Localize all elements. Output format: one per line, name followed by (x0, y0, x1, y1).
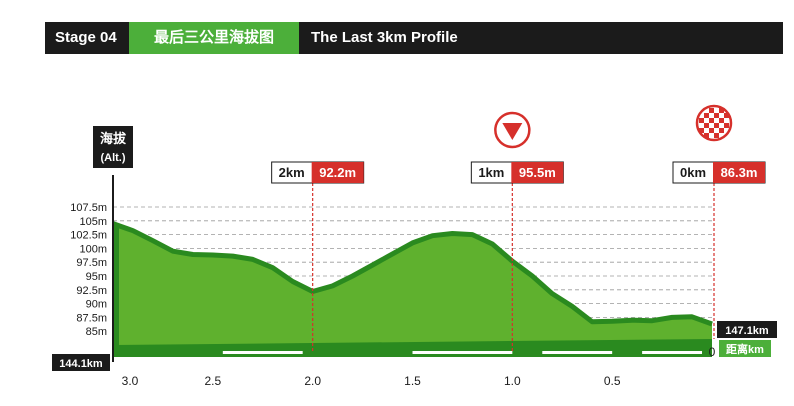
y-tick-label: 92.5m (76, 285, 107, 297)
x-tick-label: 1.0 (504, 374, 521, 388)
finish-flag-icon (704, 113, 709, 118)
finish-flag-icon (699, 128, 704, 133)
header-bar: Stage 04 最后三公里海拔图 The Last 3km Profile (45, 22, 783, 54)
road-segment (412, 351, 513, 354)
x-tick-label: 2.0 (304, 374, 321, 388)
end-distance-box (717, 321, 777, 338)
finish-flag-icon (699, 118, 704, 123)
y-axis-title: 海拔 (100, 131, 127, 146)
x-tick-label: 2.5 (204, 374, 221, 388)
x-tick-label: 0.5 (604, 374, 621, 388)
y-tick-label: 107.5m (70, 202, 107, 214)
finish-flag-icon (714, 113, 719, 118)
title-chinese: 最后三公里海拔图 (129, 22, 299, 54)
title-english: The Last 3km Profile (311, 29, 458, 46)
y-axis-title-box (93, 126, 133, 168)
y-tick-label: 87.5m (76, 312, 107, 324)
marker-alt-label: 95.5m (519, 165, 556, 180)
x-axis-title: 距离km (726, 342, 764, 356)
xlabel-box (719, 340, 771, 357)
y-tick-label: 100m (79, 243, 107, 255)
finish-flag-icon (709, 108, 714, 113)
road-segment (222, 351, 303, 354)
red-triangle-icon (502, 123, 523, 140)
stage-label: Stage 04 (55, 29, 117, 46)
y-tick-label: 95m (86, 271, 107, 283)
profile-ridge (112, 221, 713, 327)
road-segment (642, 351, 703, 354)
start-distance-box (52, 354, 110, 371)
y-axis-unit: (Alt.) (100, 152, 125, 164)
marker-km-label: 2km (279, 165, 305, 180)
marker-km-label: 1km (478, 165, 504, 180)
finish-flag-icon (719, 108, 724, 113)
y-tick-label: 105m (79, 216, 107, 228)
finish-flag-icon (704, 133, 709, 138)
end-distance-label: 147.1km (725, 325, 769, 337)
x-tick-label: 3.0 (122, 374, 139, 388)
marker-alt-box (713, 162, 765, 183)
finish-flag-icon (704, 123, 709, 128)
y-tick-label: 90m (86, 299, 107, 311)
profile-fill (113, 223, 712, 357)
marker-alt-box (311, 162, 364, 183)
finish-flag-icon (714, 133, 719, 138)
x-axis: 144.1km 147.1km 距离km 3.0 2.5 2.0 1.5 1.0 0.5 0 (52, 321, 777, 388)
finish-flag-icon (714, 123, 719, 128)
profile-area (112, 221, 713, 357)
finish-flag-icon (724, 123, 729, 128)
finish-flag-icon (719, 128, 724, 133)
marker-alt-box (511, 162, 564, 183)
km-markers: 2km 92.2m 1km 95.5m 0km 86.3m (271, 104, 766, 351)
profile-wall (113, 223, 119, 357)
finish-flag-icon (709, 118, 714, 123)
road-segment (542, 351, 613, 354)
start-distance-label: 144.1km (59, 358, 103, 370)
marker-km-label: 0km (680, 165, 706, 180)
x-tick-label: 0 (709, 345, 716, 359)
finish-flag-icon (719, 118, 724, 123)
marker-alt-label: 86.3m (721, 165, 758, 180)
finish-flag-icon (709, 128, 714, 133)
marker-alt-label: 92.2m (319, 165, 356, 180)
y-tick-label: 97.5m (76, 257, 107, 269)
finish-flag-icon (724, 113, 729, 118)
y-tick-label: 102.5m (70, 230, 107, 242)
x-tick-label: 1.5 (404, 374, 421, 388)
y-tick-label: 85m (86, 326, 107, 338)
